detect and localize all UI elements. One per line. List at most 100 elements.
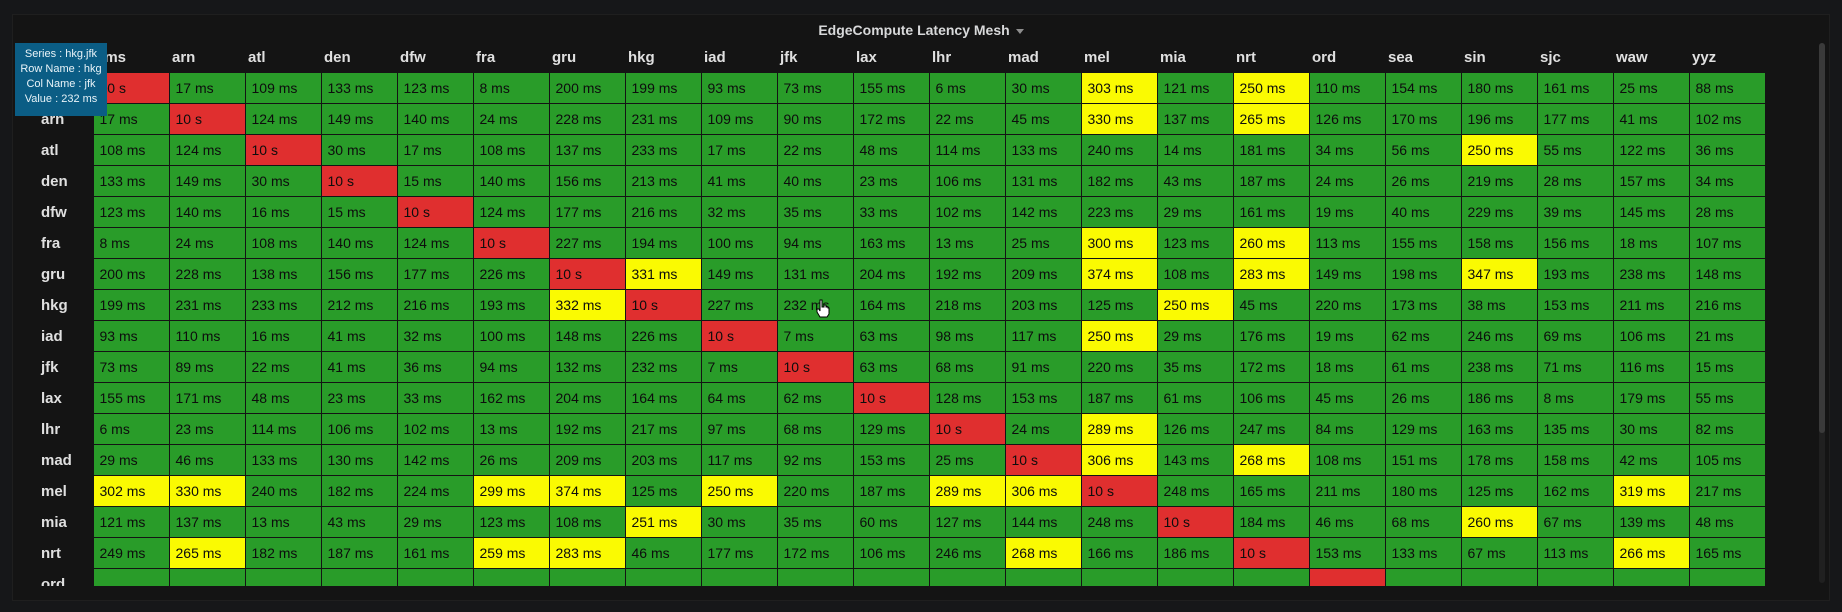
latency-cell-ams-hkg[interactable]: 199 ms — [624, 72, 702, 104]
latency-cell-mel-lax[interactable]: 187 ms — [852, 475, 930, 507]
latency-cell-dfw-dfw[interactable]: 10 s — [396, 196, 474, 228]
latency-cell-dfw-hkg[interactable]: 216 ms — [624, 196, 702, 228]
row-header-mia[interactable]: mia — [25, 506, 93, 538]
latency-cell-hkg-sea[interactable]: 173 ms — [1384, 289, 1462, 321]
latency-cell-mad-atl[interactable]: 133 ms — [244, 444, 322, 476]
latency-cell-fra-iad[interactable]: 100 ms — [700, 227, 778, 259]
latency-cell-ord-lax[interactable] — [852, 568, 930, 586]
latency-cell-fra-sea[interactable]: 155 ms — [1384, 227, 1462, 259]
latency-cell-arn-mia[interactable]: 137 ms — [1156, 103, 1234, 135]
latency-cell-hkg-ord[interactable]: 220 ms — [1308, 289, 1386, 321]
latency-cell-gru-mia[interactable]: 108 ms — [1156, 258, 1234, 290]
latency-cell-ams-nrt[interactable]: 250 ms — [1232, 72, 1310, 104]
latency-cell-jfk-yyz[interactable]: 15 ms — [1688, 351, 1766, 383]
column-header-lhr[interactable]: lhr — [929, 43, 1005, 73]
latency-cell-dfw-yyz[interactable]: 28 ms — [1688, 196, 1766, 228]
latency-cell-mia-ams[interactable]: 121 ms — [92, 506, 170, 538]
column-header-mia[interactable]: mia — [1157, 43, 1233, 73]
latency-cell-jfk-sea[interactable]: 61 ms — [1384, 351, 1462, 383]
latency-cell-lax-atl[interactable]: 48 ms — [244, 382, 322, 414]
latency-cell-nrt-den[interactable]: 187 ms — [320, 537, 398, 569]
row-header-nrt[interactable]: nrt — [25, 537, 93, 569]
latency-cell-jfk-gru[interactable]: 132 ms — [548, 351, 626, 383]
latency-cell-iad-fra[interactable]: 100 ms — [472, 320, 550, 352]
latency-cell-mia-mad[interactable]: 144 ms — [1004, 506, 1082, 538]
latency-cell-lax-waw[interactable]: 179 ms — [1612, 382, 1690, 414]
latency-cell-arn-waw[interactable]: 41 ms — [1612, 103, 1690, 135]
column-header-mad[interactable]: mad — [1005, 43, 1081, 73]
latency-cell-iad-mad[interactable]: 117 ms — [1004, 320, 1082, 352]
latency-cell-ord-sin[interactable] — [1460, 568, 1538, 586]
latency-cell-dfw-gru[interactable]: 177 ms — [548, 196, 626, 228]
latency-cell-mel-jfk[interactable]: 220 ms — [776, 475, 854, 507]
latency-cell-nrt-mia[interactable]: 186 ms — [1156, 537, 1234, 569]
latency-cell-dfw-den[interactable]: 15 ms — [320, 196, 398, 228]
latency-cell-arn-sin[interactable]: 196 ms — [1460, 103, 1538, 135]
latency-cell-jfk-den[interactable]: 41 ms — [320, 351, 398, 383]
latency-cell-mia-sea[interactable]: 68 ms — [1384, 506, 1462, 538]
latency-cell-jfk-jfk[interactable]: 10 s — [776, 351, 854, 383]
latency-cell-gru-nrt[interactable]: 283 ms — [1232, 258, 1310, 290]
latency-cell-gru-gru[interactable]: 10 s — [548, 258, 626, 290]
latency-cell-dfw-ams[interactable]: 123 ms — [92, 196, 170, 228]
latency-cell-atl-ams[interactable]: 108 ms — [92, 134, 170, 166]
latency-cell-hkg-atl[interactable]: 233 ms — [244, 289, 322, 321]
latency-cell-atl-nrt[interactable]: 181 ms — [1232, 134, 1310, 166]
latency-cell-atl-jfk[interactable]: 22 ms — [776, 134, 854, 166]
latency-cell-iad-iad[interactable]: 10 s — [700, 320, 778, 352]
latency-cell-atl-hkg[interactable]: 233 ms — [624, 134, 702, 166]
latency-cell-den-ams[interactable]: 133 ms — [92, 165, 170, 197]
latency-cell-nrt-sjc[interactable]: 113 ms — [1536, 537, 1614, 569]
latency-cell-nrt-hkg[interactable]: 46 ms — [624, 537, 702, 569]
latency-cell-nrt-nrt[interactable]: 10 s — [1232, 537, 1310, 569]
latency-cell-jfk-sin[interactable]: 238 ms — [1460, 351, 1538, 383]
latency-cell-gru-lax[interactable]: 204 ms — [852, 258, 930, 290]
latency-cell-dfw-lhr[interactable]: 102 ms — [928, 196, 1006, 228]
latency-cell-hkg-mad[interactable]: 203 ms — [1004, 289, 1082, 321]
latency-cell-arn-iad[interactable]: 109 ms — [700, 103, 778, 135]
latency-cell-lhr-lax[interactable]: 129 ms — [852, 413, 930, 445]
latency-cell-lhr-dfw[interactable]: 102 ms — [396, 413, 474, 445]
latency-cell-dfw-fra[interactable]: 124 ms — [472, 196, 550, 228]
latency-cell-iad-den[interactable]: 41 ms — [320, 320, 398, 352]
latency-cell-fra-ord[interactable]: 113 ms — [1308, 227, 1386, 259]
panel-title[interactable]: EdgeCompute Latency Mesh — [818, 22, 1010, 38]
column-header-gru[interactable]: gru — [549, 43, 625, 73]
latency-cell-hkg-yyz[interactable]: 216 ms — [1688, 289, 1766, 321]
latency-cell-mia-yyz[interactable]: 48 ms — [1688, 506, 1766, 538]
latency-cell-lax-arn[interactable]: 171 ms — [168, 382, 246, 414]
latency-cell-den-sin[interactable]: 219 ms — [1460, 165, 1538, 197]
latency-cell-ord-hkg[interactable] — [624, 568, 702, 586]
latency-cell-mad-mia[interactable]: 143 ms — [1156, 444, 1234, 476]
latency-cell-iad-gru[interactable]: 148 ms — [548, 320, 626, 352]
latency-cell-nrt-mad[interactable]: 268 ms — [1004, 537, 1082, 569]
column-header-jfk[interactable]: jfk — [777, 43, 853, 73]
latency-cell-fra-lhr[interactable]: 13 ms — [928, 227, 1006, 259]
column-header-sjc[interactable]: sjc — [1537, 43, 1613, 73]
latency-cell-fra-yyz[interactable]: 107 ms — [1688, 227, 1766, 259]
latency-cell-ord-fra[interactable] — [472, 568, 550, 586]
latency-cell-nrt-dfw[interactable]: 161 ms — [396, 537, 474, 569]
latency-cell-mel-gru[interactable]: 374 ms — [548, 475, 626, 507]
latency-cell-ams-mad[interactable]: 30 ms — [1004, 72, 1082, 104]
latency-cell-lhr-sjc[interactable]: 135 ms — [1536, 413, 1614, 445]
column-header-sin[interactable]: sin — [1461, 43, 1537, 73]
latency-cell-dfw-waw[interactable]: 145 ms — [1612, 196, 1690, 228]
latency-cell-iad-mia[interactable]: 29 ms — [1156, 320, 1234, 352]
latency-cell-iad-atl[interactable]: 16 ms — [244, 320, 322, 352]
latency-cell-arn-fra[interactable]: 24 ms — [472, 103, 550, 135]
latency-cell-gru-den[interactable]: 156 ms — [320, 258, 398, 290]
latency-cell-gru-sjc[interactable]: 193 ms — [1536, 258, 1614, 290]
latency-cell-jfk-waw[interactable]: 116 ms — [1612, 351, 1690, 383]
latency-cell-hkg-sjc[interactable]: 153 ms — [1536, 289, 1614, 321]
row-header-fra[interactable]: fra — [25, 227, 93, 259]
latency-cell-den-lax[interactable]: 23 ms — [852, 165, 930, 197]
latency-cell-nrt-lhr[interactable]: 246 ms — [928, 537, 1006, 569]
latency-cell-ams-den[interactable]: 133 ms — [320, 72, 398, 104]
chevron-down-icon[interactable] — [1015, 29, 1024, 34]
latency-cell-mad-den[interactable]: 130 ms — [320, 444, 398, 476]
latency-cell-jfk-mia[interactable]: 35 ms — [1156, 351, 1234, 383]
row-header-lax[interactable]: lax — [25, 382, 93, 414]
column-header-sea[interactable]: sea — [1385, 43, 1461, 73]
latency-cell-hkg-mia[interactable]: 250 ms — [1156, 289, 1234, 321]
